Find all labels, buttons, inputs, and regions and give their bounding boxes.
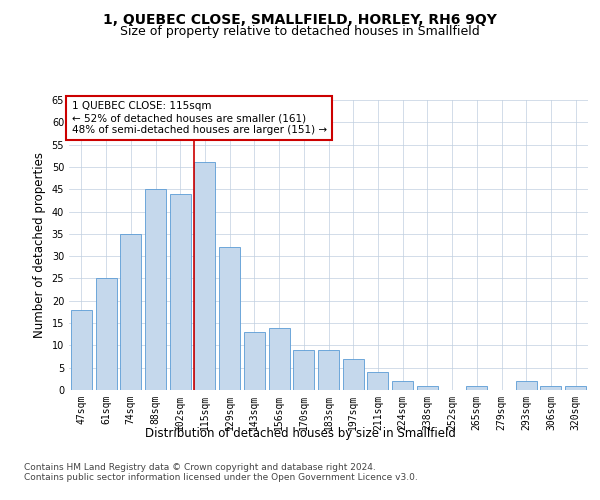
Bar: [269, 328, 290, 390]
Bar: [466, 386, 487, 390]
Bar: [417, 386, 438, 390]
Text: 1 QUEBEC CLOSE: 115sqm
← 52% of detached houses are smaller (161)
48% of semi-de: 1 QUEBEC CLOSE: 115sqm ← 52% of detached…: [71, 102, 327, 134]
Bar: [244, 332, 265, 390]
Bar: [392, 381, 413, 390]
Bar: [120, 234, 141, 390]
Y-axis label: Number of detached properties: Number of detached properties: [33, 152, 46, 338]
Bar: [194, 162, 215, 390]
Bar: [318, 350, 339, 390]
Bar: [71, 310, 92, 390]
Bar: [170, 194, 191, 390]
Bar: [541, 386, 562, 390]
Text: Size of property relative to detached houses in Smallfield: Size of property relative to detached ho…: [120, 25, 480, 38]
Text: Contains HM Land Registry data © Crown copyright and database right 2024.
Contai: Contains HM Land Registry data © Crown c…: [24, 462, 418, 482]
Bar: [367, 372, 388, 390]
Text: Distribution of detached houses by size in Smallfield: Distribution of detached houses by size …: [145, 428, 455, 440]
Bar: [219, 247, 240, 390]
Bar: [293, 350, 314, 390]
Bar: [95, 278, 116, 390]
Bar: [565, 386, 586, 390]
Bar: [343, 359, 364, 390]
Bar: [516, 381, 537, 390]
Bar: [145, 189, 166, 390]
Text: 1, QUEBEC CLOSE, SMALLFIELD, HORLEY, RH6 9QY: 1, QUEBEC CLOSE, SMALLFIELD, HORLEY, RH6…: [103, 12, 497, 26]
